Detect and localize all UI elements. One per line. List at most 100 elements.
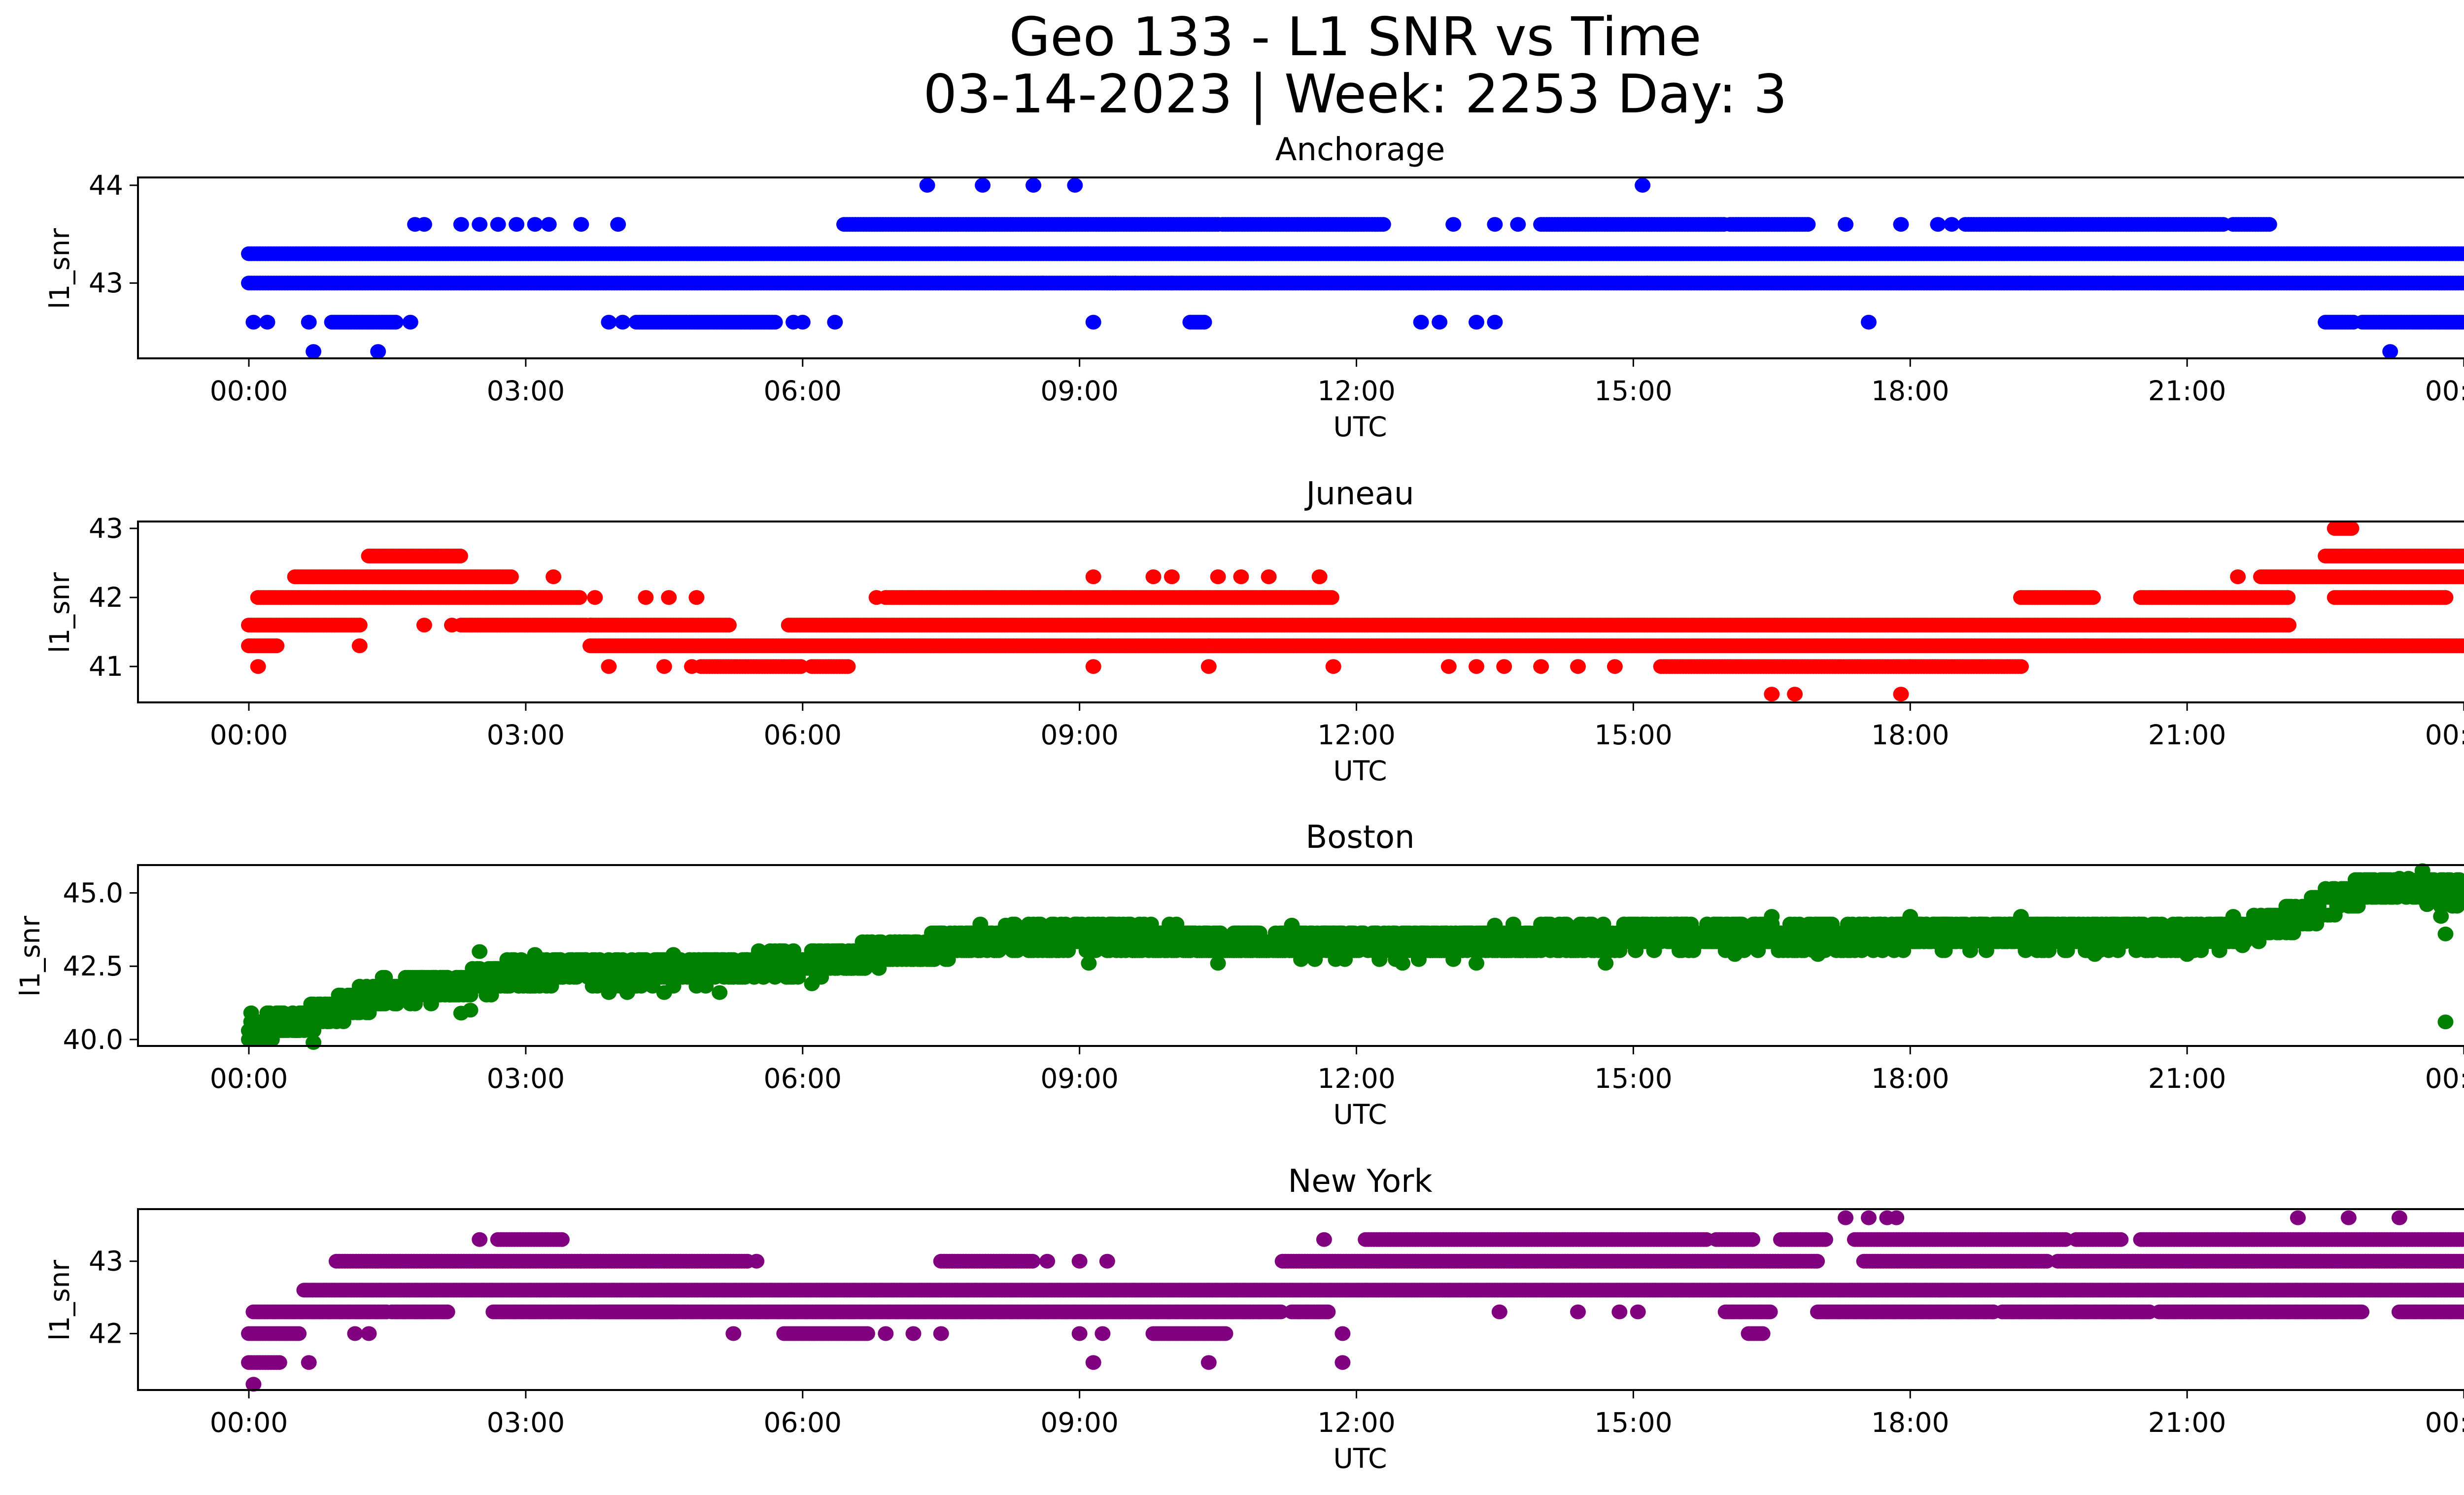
data-point	[370, 344, 386, 359]
x-tick-label: 18:00	[1871, 375, 1950, 407]
data-point	[615, 314, 631, 330]
data-point	[1445, 217, 1462, 232]
data-point	[351, 638, 368, 654]
data-point	[684, 659, 700, 674]
data-point	[601, 659, 617, 674]
data-point	[444, 618, 460, 633]
chart-subtitle: 03-14-2023 | Week: 2253 Day: 3	[923, 64, 1787, 125]
data-point	[656, 659, 672, 674]
data-point	[2022, 276, 2038, 291]
x-tick-label: 00:00	[2425, 719, 2464, 751]
data-point	[2437, 590, 2454, 605]
data-point	[1432, 314, 1448, 330]
data-point	[1164, 276, 1180, 291]
y-axis-label: l1_snr	[44, 228, 75, 309]
y-tick-label: 44	[89, 170, 123, 201]
panel-anchorage: Anchorage 00:00 03:00 06:00 09:00 12:00 15:00…	[44, 132, 2464, 443]
data-point	[416, 618, 432, 633]
data-point	[1233, 569, 1249, 585]
data-point	[1196, 314, 1212, 330]
data-point	[402, 314, 418, 330]
data-point	[1200, 638, 1217, 654]
data-point	[868, 590, 885, 605]
data-point	[301, 314, 317, 330]
data-point	[546, 569, 562, 585]
data-point	[1311, 569, 1328, 585]
panel-title: Boston	[1305, 819, 1414, 856]
data-point	[503, 569, 519, 585]
data-point	[1026, 177, 1041, 193]
data-point	[1261, 569, 1277, 585]
data-point	[2230, 569, 2246, 585]
x-axis-label: UTC	[1333, 411, 1387, 443]
data-point	[269, 638, 285, 654]
data-point	[1085, 569, 1101, 585]
data-point	[661, 590, 677, 605]
data-point	[2013, 659, 2029, 674]
data-point	[1200, 659, 1217, 674]
x-axis-label: UTC	[1333, 755, 1387, 787]
x-tick-label: 12:00	[1317, 719, 1396, 751]
data-point	[767, 314, 783, 330]
data-point	[1800, 217, 1816, 232]
data-point	[794, 314, 811, 330]
data-point	[1893, 687, 1909, 702]
data-point	[638, 590, 654, 605]
x-tick-label: 03:00	[487, 375, 565, 407]
data-point	[2456, 246, 2464, 261]
y-tick-label: 43	[89, 267, 123, 299]
scatter-series-juneau	[241, 521, 2464, 702]
data-point	[840, 659, 856, 674]
scatter-series-boston	[241, 863, 2464, 1050]
x-tick-label: 00:00	[2425, 375, 2464, 407]
data-point	[610, 217, 626, 232]
data-point	[1487, 314, 1503, 330]
data-point	[1164, 569, 1180, 585]
panel-title: Anchorage	[1275, 132, 1445, 168]
axes-frame	[137, 176, 2464, 359]
y-tick-label: 41	[89, 651, 123, 682]
data-point	[416, 217, 432, 232]
data-point	[827, 314, 843, 330]
data-point	[1838, 217, 1854, 232]
data-point	[1635, 177, 1651, 193]
data-point	[2281, 618, 2297, 633]
data-point	[571, 590, 587, 605]
data-point	[2105, 276, 2122, 291]
x-tick-label: 12:00	[1317, 375, 1396, 407]
x-tick-label: 09:00	[1040, 375, 1119, 407]
data-point	[250, 659, 266, 674]
data-point	[453, 217, 469, 232]
data-point	[1145, 569, 1162, 585]
data-point	[2382, 344, 2398, 359]
y-tick-label: 43	[89, 513, 123, 544]
x-tick-label: 03:00	[487, 719, 565, 751]
data-point	[919, 177, 935, 193]
data-point	[541, 217, 557, 232]
data-point	[1861, 314, 1877, 330]
data-point	[1067, 177, 1083, 193]
x-tick-label: 18:00	[1871, 719, 1950, 751]
data-point	[1510, 217, 1526, 232]
data-point	[1893, 217, 1909, 232]
data-point	[601, 314, 617, 330]
data-point	[1496, 659, 1512, 674]
data-point	[1325, 659, 1341, 674]
data-point	[1034, 276, 1051, 291]
data-point	[1469, 314, 1484, 330]
panel-title: Juneau	[1304, 476, 1414, 512]
data-point	[490, 217, 506, 232]
data-point	[1127, 276, 1143, 291]
y-tick-label: 42	[89, 582, 123, 613]
data-point	[351, 618, 368, 633]
data-point	[1607, 659, 1623, 674]
data-point	[1487, 217, 1503, 232]
x-tick-label: 00:00	[210, 719, 288, 751]
x-tick-label: 06:00	[763, 719, 842, 751]
data-point	[688, 590, 705, 605]
data-point	[587, 590, 603, 605]
data-point	[975, 177, 991, 193]
data-point	[1930, 217, 1946, 232]
data-point	[2343, 521, 2360, 536]
